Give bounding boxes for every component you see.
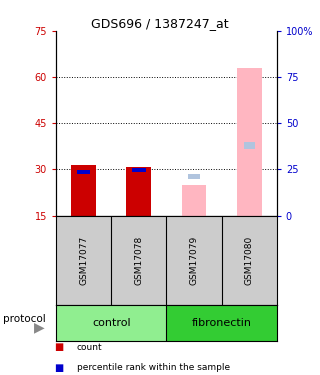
Bar [237,68,262,216]
Text: control: control [92,318,131,328]
Bar [132,168,146,172]
Text: fibronectin: fibronectin [192,318,252,328]
Bar [126,167,151,216]
Bar [188,174,200,178]
Text: GDS696 / 1387247_at: GDS696 / 1387247_at [91,17,229,30]
Text: ■: ■ [54,363,64,373]
Bar [166,305,277,340]
Bar [77,170,91,174]
Text: GSM17077: GSM17077 [79,236,88,285]
Text: percentile rank within the sample: percentile rank within the sample [77,363,230,372]
Bar [244,142,255,149]
Text: GSM17078: GSM17078 [134,236,143,285]
Text: GSM17079: GSM17079 [189,236,198,285]
Text: ▶: ▶ [34,320,44,334]
Text: count: count [77,343,102,352]
Bar [181,185,206,216]
Bar [71,165,96,216]
Text: ■: ■ [54,342,64,352]
Bar [56,305,166,340]
Text: protocol: protocol [3,314,46,324]
Text: GSM17080: GSM17080 [245,236,254,285]
